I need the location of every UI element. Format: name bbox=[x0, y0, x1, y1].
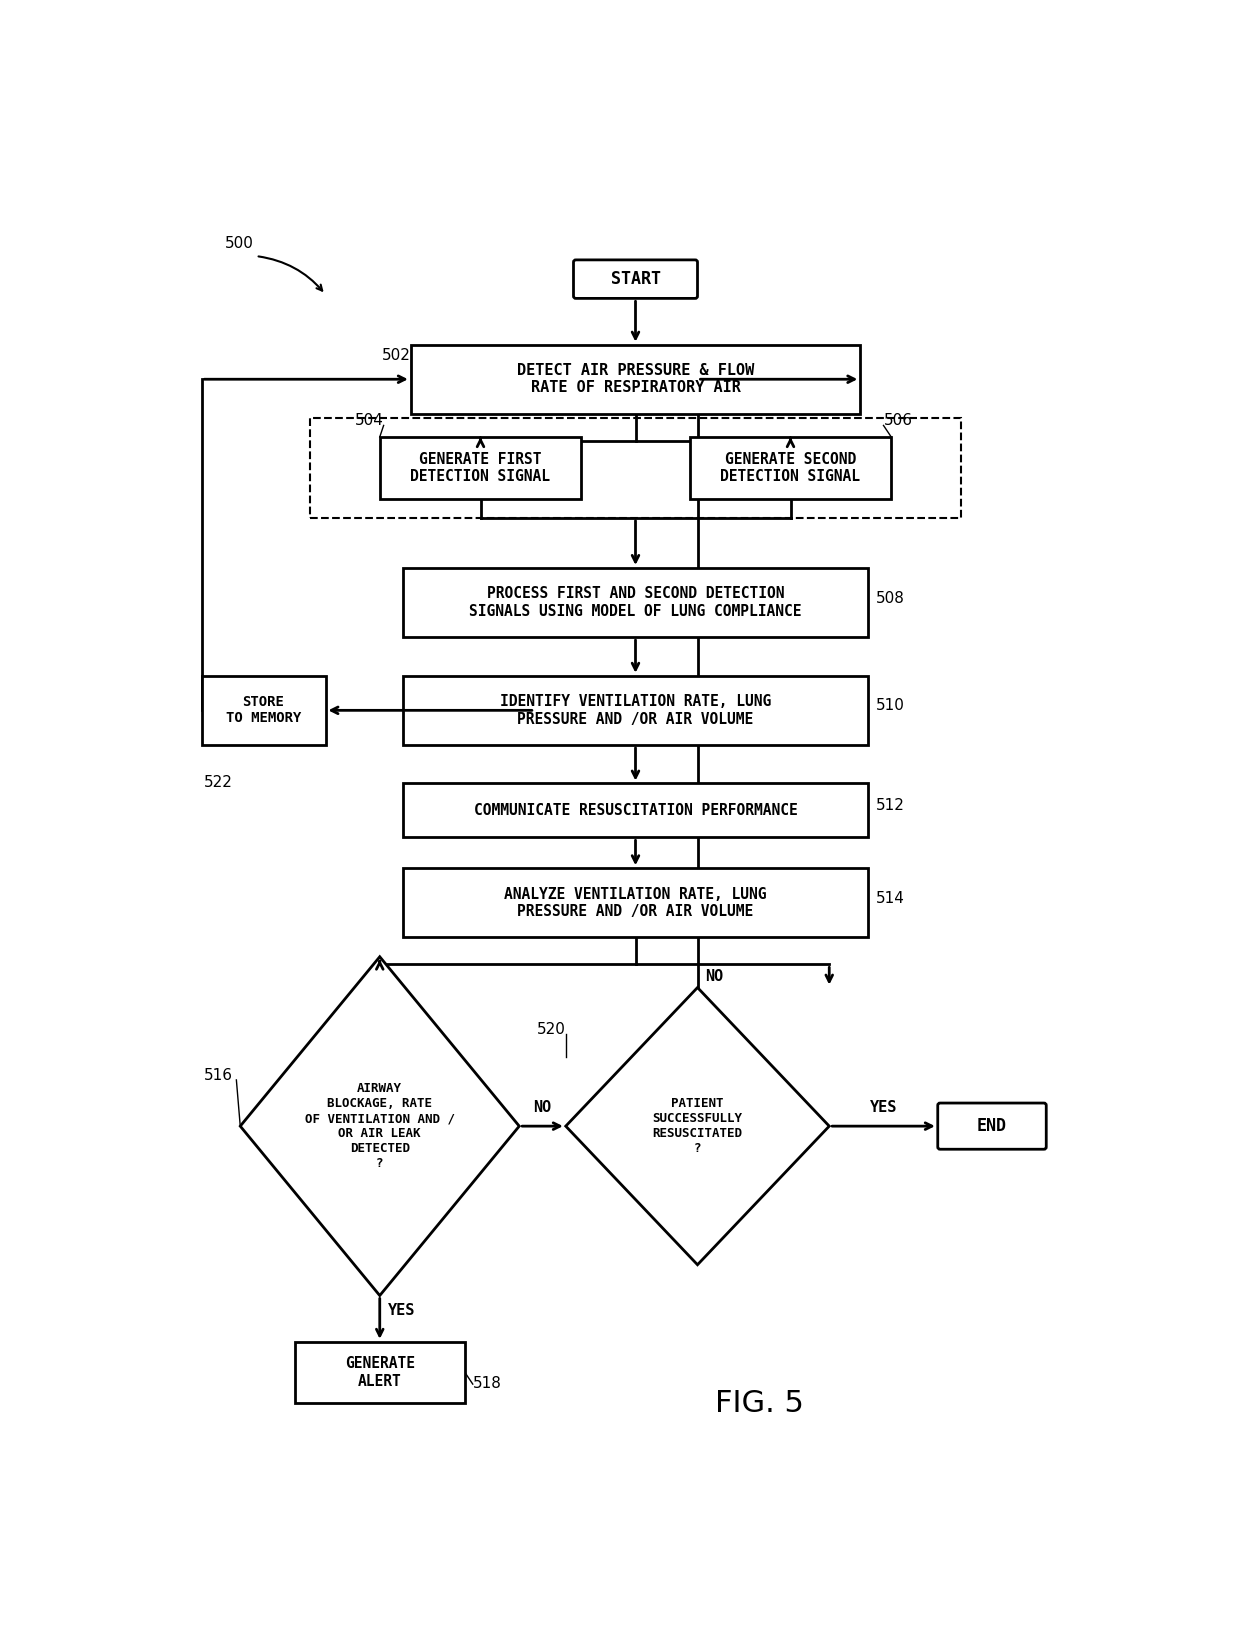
Text: GENERATE
ALERT: GENERATE ALERT bbox=[345, 1356, 414, 1389]
Text: 502: 502 bbox=[382, 347, 410, 364]
Bar bbox=[295, 1341, 465, 1404]
Polygon shape bbox=[565, 988, 830, 1264]
Text: AIRWAY
BLOCKAGE, RATE
OF VENTILATION AND /
OR AIR LEAK
DETECTED
?: AIRWAY BLOCKAGE, RATE OF VENTILATION AND… bbox=[305, 1081, 455, 1170]
Text: END: END bbox=[977, 1118, 1007, 1136]
Bar bbox=[689, 436, 892, 499]
Text: YES: YES bbox=[869, 1100, 898, 1114]
Text: YES: YES bbox=[387, 1304, 415, 1318]
Text: 506: 506 bbox=[883, 413, 913, 428]
Text: DETECT AIR PRESSURE & FLOW
RATE OF RESPIRATORY AIR: DETECT AIR PRESSURE & FLOW RATE OF RESPI… bbox=[517, 364, 754, 395]
Text: PROCESS FIRST AND SECOND DETECTION
SIGNALS USING MODEL OF LUNG COMPLIANCE: PROCESS FIRST AND SECOND DETECTION SIGNA… bbox=[469, 586, 802, 619]
Bar bbox=[379, 436, 582, 499]
Text: 508: 508 bbox=[875, 591, 905, 606]
Text: START: START bbox=[610, 270, 661, 288]
Bar bbox=[201, 677, 325, 746]
Bar bbox=[403, 677, 868, 746]
Text: NO: NO bbox=[706, 969, 723, 984]
Text: 500: 500 bbox=[224, 237, 254, 252]
Text: 512: 512 bbox=[875, 798, 905, 813]
Bar bbox=[310, 418, 961, 518]
Text: 518: 518 bbox=[472, 1376, 502, 1391]
FancyBboxPatch shape bbox=[937, 1103, 1047, 1149]
Bar bbox=[403, 783, 868, 838]
Text: 504: 504 bbox=[355, 413, 383, 428]
Text: 516: 516 bbox=[203, 1068, 233, 1083]
Text: 510: 510 bbox=[875, 698, 905, 713]
Bar bbox=[410, 344, 861, 413]
Text: FIG. 5: FIG. 5 bbox=[715, 1389, 804, 1417]
Text: ANALYZE VENTILATION RATE, LUNG
PRESSURE AND /OR AIR VOLUME: ANALYZE VENTILATION RATE, LUNG PRESSURE … bbox=[505, 887, 766, 918]
FancyBboxPatch shape bbox=[573, 260, 697, 298]
Text: COMMUNICATE RESUSCITATION PERFORMANCE: COMMUNICATE RESUSCITATION PERFORMANCE bbox=[474, 803, 797, 818]
Text: IDENTIFY VENTILATION RATE, LUNG
PRESSURE AND /OR AIR VOLUME: IDENTIFY VENTILATION RATE, LUNG PRESSURE… bbox=[500, 695, 771, 726]
Text: 520: 520 bbox=[537, 1022, 565, 1037]
Text: PATIENT
SUCCESSFULLY
RESUSCITATED
?: PATIENT SUCCESSFULLY RESUSCITATED ? bbox=[652, 1098, 743, 1155]
Text: GENERATE SECOND
DETECTION SIGNAL: GENERATE SECOND DETECTION SIGNAL bbox=[720, 451, 861, 484]
Text: 522: 522 bbox=[203, 775, 233, 790]
Text: NO: NO bbox=[533, 1100, 552, 1114]
Text: GENERATE FIRST
DETECTION SIGNAL: GENERATE FIRST DETECTION SIGNAL bbox=[410, 451, 551, 484]
Text: STORE
TO MEMORY: STORE TO MEMORY bbox=[226, 695, 301, 726]
Text: 514: 514 bbox=[875, 890, 905, 905]
Polygon shape bbox=[241, 956, 520, 1295]
Bar bbox=[403, 867, 868, 938]
Bar bbox=[403, 568, 868, 637]
